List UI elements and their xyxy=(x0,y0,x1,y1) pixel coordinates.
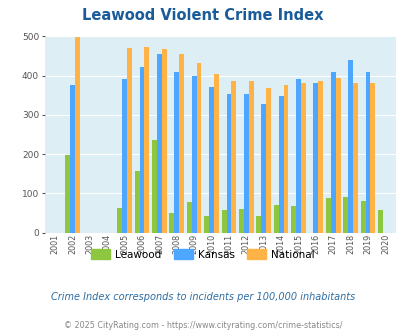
Bar xyxy=(139,67,144,233)
Bar xyxy=(300,83,305,233)
Bar xyxy=(335,78,340,233)
Bar xyxy=(186,202,191,233)
Bar xyxy=(266,88,271,233)
Bar xyxy=(191,76,196,233)
Bar xyxy=(65,155,70,233)
Bar xyxy=(134,171,139,233)
Bar xyxy=(256,216,261,233)
Bar xyxy=(127,48,132,233)
Bar xyxy=(360,201,364,233)
Bar xyxy=(261,104,266,233)
Bar xyxy=(196,63,201,233)
Bar xyxy=(144,47,149,233)
Text: Leawood Violent Crime Index: Leawood Violent Crime Index xyxy=(82,8,323,23)
Bar xyxy=(343,197,347,233)
Bar xyxy=(313,83,318,233)
Bar xyxy=(179,54,183,233)
Bar xyxy=(318,81,322,233)
Bar xyxy=(122,80,127,233)
Bar xyxy=(352,83,357,233)
Text: Crime Index corresponds to incidents per 100,000 inhabitants: Crime Index corresponds to incidents per… xyxy=(51,292,354,302)
Bar xyxy=(295,80,300,233)
Bar xyxy=(226,94,231,233)
Bar xyxy=(70,85,75,233)
Bar xyxy=(231,81,236,233)
Bar xyxy=(248,81,253,233)
Text: © 2025 CityRating.com - https://www.cityrating.com/crime-statistics/: © 2025 CityRating.com - https://www.city… xyxy=(64,321,341,330)
Legend: Leawood, Kansas, National: Leawood, Kansas, National xyxy=(87,245,318,264)
Bar xyxy=(157,54,162,233)
Bar xyxy=(243,94,248,233)
Bar xyxy=(290,206,295,233)
Bar xyxy=(273,205,278,233)
Bar xyxy=(283,85,288,233)
Bar xyxy=(209,87,213,233)
Bar xyxy=(330,72,335,233)
Bar xyxy=(278,96,283,233)
Bar xyxy=(325,198,330,233)
Bar xyxy=(213,74,218,233)
Bar xyxy=(347,60,352,233)
Bar xyxy=(174,72,179,233)
Bar xyxy=(75,37,80,233)
Bar xyxy=(152,140,157,233)
Bar xyxy=(221,210,226,233)
Bar xyxy=(377,210,382,233)
Bar xyxy=(369,83,374,233)
Bar xyxy=(117,208,122,233)
Bar xyxy=(162,49,166,233)
Bar xyxy=(204,216,209,233)
Bar xyxy=(364,72,369,233)
Bar xyxy=(169,213,174,233)
Bar xyxy=(239,209,243,233)
